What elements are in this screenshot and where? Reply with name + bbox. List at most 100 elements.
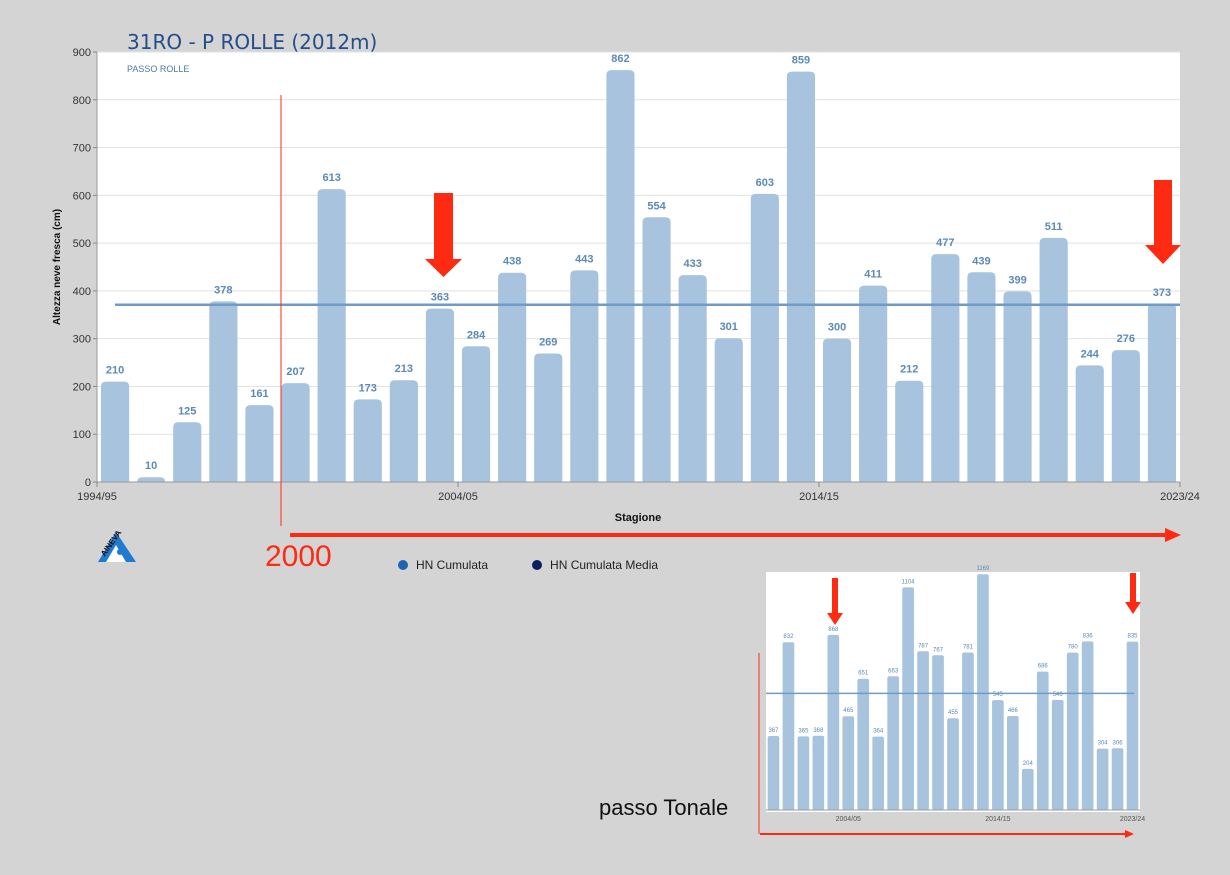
bar[interactable]	[1147, 303, 1177, 482]
bar[interactable]	[245, 405, 274, 482]
y-tick-label: 100	[73, 429, 91, 441]
inset-bar[interactable]	[902, 587, 914, 810]
inset-bar[interactable]	[1126, 641, 1139, 810]
x-axis-label: Stagione	[615, 512, 661, 524]
chart-subtitle: PASSO ROLLE	[127, 64, 189, 74]
inset-bar[interactable]	[827, 634, 840, 810]
data-label: 399	[1008, 274, 1026, 286]
data-label: 439	[972, 255, 990, 267]
main-y-ticks: 0 100 200 300 400 500 600 700 800 900	[73, 47, 1180, 489]
inset-bar[interactable]	[1021, 768, 1034, 810]
inset-data-label: 1104	[902, 579, 916, 585]
legend-item-hn-cumulata-media[interactable]: HN Cumulata Media	[532, 558, 658, 572]
inset-data-label: 546	[1053, 692, 1064, 698]
bar[interactable]	[173, 422, 202, 482]
inset-bar[interactable]	[782, 642, 795, 810]
down-arrow-2023	[1145, 180, 1181, 264]
data-label: 443	[575, 253, 593, 265]
bar[interactable]	[786, 71, 816, 482]
chart-legend: HN Cumulata HN Cumulata Media	[398, 558, 658, 572]
x-tick-label: 1994/95	[77, 491, 117, 503]
data-label: 301	[720, 321, 738, 333]
year-2000-label: 2000	[265, 540, 332, 573]
legend-marker-icon	[532, 560, 543, 570]
inset-data-label: 651	[858, 671, 869, 677]
bar[interactable]	[570, 270, 599, 482]
inset-timeline-arrow	[760, 830, 1134, 838]
data-label: 10	[145, 460, 157, 472]
passo-tonale-label: passo Tonale	[599, 795, 729, 820]
inset-bar[interactable]	[797, 736, 810, 810]
main-gridlines	[97, 51, 1180, 483]
bar[interactable]	[1039, 237, 1068, 482]
bar[interactable]	[678, 275, 707, 482]
inset-bar[interactable]	[857, 678, 870, 810]
inset-bar[interactable]	[1096, 748, 1109, 810]
bar[interactable]	[281, 383, 310, 482]
inset-bar[interactable]	[1051, 699, 1064, 810]
bar[interactable]	[534, 353, 563, 482]
bar[interactable]	[389, 380, 418, 482]
data-label: 244	[1081, 348, 1100, 360]
bar[interactable]	[461, 346, 491, 482]
bar[interactable]	[714, 338, 743, 482]
inset-bar[interactable]	[1036, 671, 1049, 810]
inset-data-label: 686	[1038, 664, 1049, 670]
inset-down-arrow-right	[1125, 573, 1141, 614]
inset-bar[interactable]	[1081, 641, 1094, 810]
inset-data-label: 780	[1068, 645, 1079, 651]
data-label: 269	[539, 336, 557, 348]
bar[interactable]	[1003, 291, 1032, 482]
data-label: 862	[611, 53, 629, 65]
bar[interactable]	[1111, 350, 1140, 482]
bar[interactable]	[317, 189, 346, 482]
bar[interactable]	[137, 477, 166, 483]
aineva-logo: AINEVA	[98, 528, 136, 562]
data-label: 378	[214, 284, 232, 296]
legend-item-hn-cumulata[interactable]: HN Cumulata	[398, 558, 488, 572]
data-label: 433	[683, 258, 701, 270]
y-tick-label: 500	[73, 238, 91, 250]
inset-bar[interactable]	[872, 736, 885, 810]
data-label: 477	[936, 237, 954, 249]
y-tick-label: 900	[73, 47, 91, 59]
inset-bar[interactable]	[932, 655, 944, 810]
y-tick-label: 600	[73, 190, 91, 202]
bar[interactable]	[425, 308, 455, 482]
inset-data-label: 365	[798, 728, 809, 734]
inset-bar[interactable]	[842, 716, 855, 810]
bar[interactable]	[1075, 365, 1104, 482]
inset-data-label: 663	[888, 668, 899, 674]
bar[interactable]	[931, 254, 960, 482]
bar[interactable]	[209, 301, 238, 482]
inset-bar[interactable]	[977, 574, 989, 810]
inset-bar[interactable]	[992, 700, 1004, 810]
inset-bar[interactable]	[812, 735, 825, 810]
bar[interactable]	[100, 381, 130, 482]
inset-down-arrow-left	[827, 578, 843, 625]
bar[interactable]	[750, 193, 779, 482]
x-tick-label: 2023/24	[1160, 491, 1200, 503]
inset-bar[interactable]	[962, 652, 974, 810]
inset-data-label: 832	[783, 634, 794, 640]
inset-bar[interactable]	[1066, 652, 1079, 810]
y-tick-label: 400	[73, 286, 91, 298]
legend-marker-icon	[398, 560, 408, 570]
bar[interactable]	[967, 272, 996, 482]
inset-bar[interactable]	[917, 651, 929, 810]
inset-bar[interactable]	[947, 718, 959, 810]
inset-bar[interactable]	[767, 735, 780, 810]
bar[interactable]	[353, 399, 382, 482]
bar[interactable]	[895, 380, 924, 482]
inset-bar[interactable]	[1007, 716, 1019, 810]
x-tick-label: 2014/15	[799, 491, 839, 503]
bar[interactable]	[642, 217, 671, 483]
bar[interactable]	[859, 285, 888, 482]
inset-bar[interactable]	[1111, 748, 1124, 810]
inset-bar[interactable]	[887, 676, 899, 810]
bar[interactable]	[498, 272, 527, 482]
bar[interactable]	[822, 338, 852, 482]
inset-data-label: 465	[843, 708, 854, 714]
bar[interactable]	[606, 70, 635, 483]
